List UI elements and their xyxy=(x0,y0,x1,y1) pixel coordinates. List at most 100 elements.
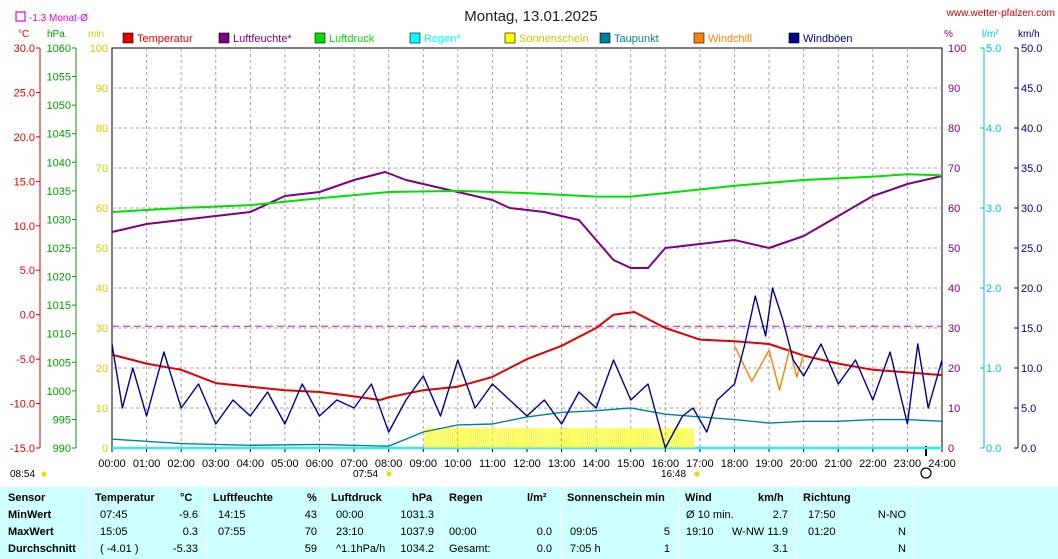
wind-tick-label: 10.0 xyxy=(1021,363,1042,375)
legend-entry: Windböen xyxy=(803,33,853,45)
time-tick-label: 02:00 xyxy=(167,458,195,470)
stats-cell-h-val: 59 xyxy=(304,543,317,555)
stats-header-feuchte-unit: % xyxy=(307,492,317,504)
sunshine-bar xyxy=(501,428,503,448)
wind-tick-label: 45.0 xyxy=(1021,83,1042,95)
hpa-tick-label: 1000 xyxy=(47,386,71,398)
sunshine-bar xyxy=(439,428,441,448)
hpa-tick-label: 1055 xyxy=(47,72,71,84)
time-tick-label: 16:00 xyxy=(652,458,680,470)
stats-cell-h-time: 07:55 xyxy=(218,526,246,538)
sunshine-bar xyxy=(528,428,530,448)
unit-min: min xyxy=(88,29,104,40)
sunshine-bar xyxy=(458,428,460,448)
stats-header-regen-unit: l/m² xyxy=(527,492,547,504)
celsius-tick-label: 30.0 xyxy=(14,43,35,55)
time-tick-label: 15:00 xyxy=(617,458,645,470)
stats-cell-d-val: N-NO xyxy=(877,509,906,521)
min-tick-label: 90 xyxy=(96,83,108,95)
min-tick-label: 50 xyxy=(96,243,108,255)
sunshine-bar xyxy=(576,428,578,448)
time-tick-label: 05:00 xyxy=(271,458,299,470)
unit-celsius: °C xyxy=(18,29,29,40)
stats-cell-t-time: ( -4.01 ) xyxy=(100,543,139,555)
sunshine-bar xyxy=(686,428,688,448)
sunshine-bar xyxy=(630,428,632,448)
sunshine-bar xyxy=(655,428,657,448)
time-tick-label: 03:00 xyxy=(202,458,230,470)
stats-cell-w-val: 2.7 xyxy=(772,509,788,521)
celsius-tick-label: 20.0 xyxy=(14,132,35,144)
sunshine-bar xyxy=(462,428,464,448)
pct-tick-label: 20 xyxy=(948,363,960,375)
time-tick-label: 18:00 xyxy=(721,458,749,470)
chart-title: Montag, 13.01.2025 xyxy=(464,8,597,25)
month-avg-label: -1.3 Monat-Ø xyxy=(29,13,88,24)
dewpoint-line xyxy=(111,407,943,447)
sunshine-bar xyxy=(605,428,607,448)
site-name[interactable]: www.wetter-pfalzen.com xyxy=(946,8,1055,19)
stats-cell-s-val: 5 xyxy=(663,526,670,538)
stats-header-regen: Regen xyxy=(449,492,483,504)
stats-cell-t-val: 0.3 xyxy=(182,526,198,538)
celsius-tick-label: 25.0 xyxy=(14,87,35,99)
stats-sep xyxy=(560,487,561,559)
pct-tick-label: 70 xyxy=(948,163,960,175)
sunshine-bar xyxy=(468,428,470,448)
legend-entry: Regen* xyxy=(424,33,461,45)
sunshine-bar xyxy=(487,428,489,448)
stats-cell-w-time: Ø 10 min. xyxy=(686,509,734,521)
sunshine-bar xyxy=(665,428,667,448)
celsius-tick-label: -15.0 xyxy=(10,443,35,455)
pct-tick-label: 40 xyxy=(948,283,960,295)
sunshine-bar xyxy=(611,428,613,448)
sunshine-bar xyxy=(599,428,601,448)
hpa-tick-label: 1050 xyxy=(47,100,71,112)
stats-cell-h-val: 70 xyxy=(304,526,317,538)
sunshine-bar xyxy=(485,428,487,448)
sunshine-bar xyxy=(584,428,586,448)
sunshine-bar xyxy=(541,428,543,448)
now-marker-icon xyxy=(920,467,932,479)
month-avg-icon xyxy=(15,11,26,22)
sunshine-bar xyxy=(613,428,616,448)
sunshine-bar xyxy=(456,428,458,448)
sunshine-bar xyxy=(547,428,549,448)
sunshine-bar xyxy=(690,428,692,448)
pct-tick-label: 90 xyxy=(948,83,960,95)
sunshine-bar xyxy=(555,428,557,448)
sunshine-bar xyxy=(472,428,474,448)
celsius-tick-label: 15.0 xyxy=(14,176,35,188)
hpa-tick-label: 1060 xyxy=(47,43,71,55)
stats-cell-w-val: 11.9 xyxy=(767,526,788,538)
time-tick-label: 11:00 xyxy=(479,458,506,470)
sunshine-bar xyxy=(503,428,506,448)
temperature-line xyxy=(111,311,943,401)
stats-cell-w-dir: W-NW xyxy=(732,526,765,538)
hpa-tick-label: 1015 xyxy=(47,300,71,312)
time-tick-label: 24:00 xyxy=(928,458,956,470)
min-tick-label: 0 xyxy=(102,443,108,455)
sunshine-bar xyxy=(651,428,653,448)
stats-cell-p-val: 1034.2 xyxy=(400,543,434,555)
sunshine-bar xyxy=(510,428,512,448)
humidity-line xyxy=(111,171,943,269)
min-tick-label: 20 xyxy=(96,363,108,375)
hpa-tick-label: 995 xyxy=(53,414,71,426)
stats-cell-p-val: 1037.9 xyxy=(400,526,434,538)
pct-tick-label: 0 xyxy=(948,443,954,455)
stats-cell-t-time: 15:05 xyxy=(100,526,128,538)
sunshine-bar xyxy=(474,428,476,448)
windchill-line xyxy=(733,345,805,391)
sunshine-bar xyxy=(443,428,445,448)
pct-tick-label: 10 xyxy=(948,403,960,415)
stats-header-richtung: Richtung xyxy=(803,492,851,504)
sunshine-bar xyxy=(464,428,466,448)
stats-cell-s-val: 1 xyxy=(663,543,670,555)
sunshine-bar xyxy=(588,428,591,448)
sunshine-bar xyxy=(659,428,661,448)
min-tick-label: 70 xyxy=(96,163,108,175)
sunshine-bar xyxy=(578,428,580,448)
sunshine-bar xyxy=(692,428,694,448)
grid xyxy=(112,48,942,448)
